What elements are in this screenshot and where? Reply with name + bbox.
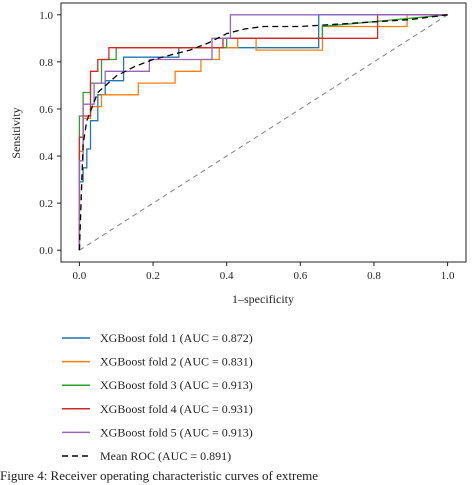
legend-label-2: XGBoost fold 2 (AUC = 0.831) <box>100 355 253 369</box>
legend-label-3: XGBoost fold 3 (AUC = 0.913) <box>100 378 253 392</box>
legend-label-4: XGBoost fold 4 (AUC = 0.931) <box>100 402 253 416</box>
chance-reference-line <box>79 14 448 251</box>
y-tick-label: 0.8 <box>39 57 53 69</box>
roc-chart: 0.0 0.2 0.4 0.6 0.8 1.0 0.0 0.2 0.4 0.6 0.8 1.0 1–… <box>9 2 467 463</box>
x-tick-label: 0.8 <box>367 270 381 282</box>
y-tick-label: 1.0 <box>39 10 53 22</box>
x-tick-label: 0.6 <box>293 270 307 282</box>
y-tick-label: 0.6 <box>39 104 53 116</box>
legend-label-1: XGBoost fold 1 (AUC = 0.872) <box>100 331 253 345</box>
series-line-5 <box>78 14 448 251</box>
x-tick-label: 0.2 <box>146 270 160 282</box>
series-line-6 <box>78 14 448 251</box>
legend-label-5: XGBoost fold 5 (AUC = 0.913) <box>100 425 253 439</box>
series-layer <box>78 14 448 251</box>
x-tick-label: 0.0 <box>73 270 87 282</box>
y-axis-label: Sensitivity <box>9 107 23 158</box>
y-axis-ticks: 0.0 0.2 0.4 0.6 0.8 1.0 <box>39 10 61 257</box>
y-tick-label: 0.2 <box>39 198 53 210</box>
y-tick-label: 0.0 <box>39 245 53 257</box>
x-axis-ticks: 0.0 0.2 0.4 0.6 0.8 1.0 <box>73 262 455 282</box>
figure-caption: Figure 4: Receiver operating characteris… <box>0 468 318 483</box>
x-tick-label: 0.4 <box>220 270 234 282</box>
plot-frame <box>60 2 467 263</box>
series-line-2 <box>78 14 448 251</box>
x-tick-label: 1.0 <box>441 270 455 282</box>
legend: XGBoost fold 1 (AUC = 0.872) XGBoost fold… <box>62 331 253 463</box>
x-axis-label: 1–specificity <box>232 292 294 306</box>
legend-label-6: Mean ROC (AUC = 0.891) <box>100 449 231 463</box>
y-tick-label: 0.4 <box>39 151 53 163</box>
